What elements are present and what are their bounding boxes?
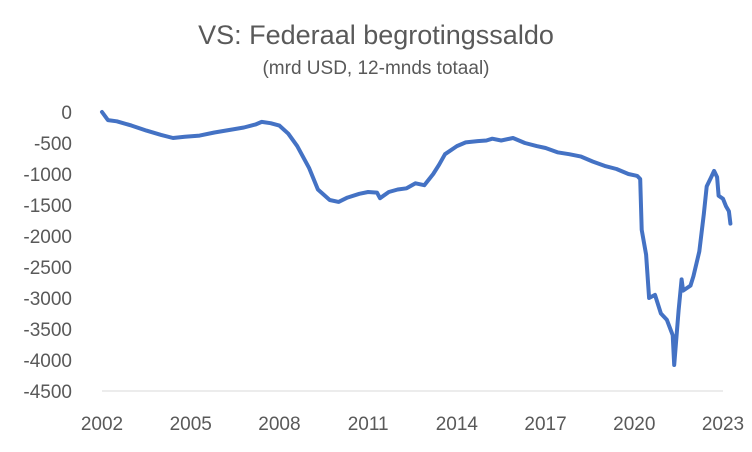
series-line [100,110,733,367]
x-tick-label: 2008 [258,414,300,435]
x-tick-label: 2020 [613,414,655,435]
y-tick-label: 0 [61,103,72,124]
y-tick-label: -4000 [23,351,72,372]
x-tick-label: 2017 [524,414,566,435]
y-tick-label: -2500 [23,258,72,279]
x-tick-label: 2002 [81,414,123,435]
x-tick-label: 2011 [348,414,389,435]
y-tick-label: -3000 [23,289,72,310]
chart-subtitle: (mrd USD, 12-mnds totaal) [262,58,490,79]
x-tick-label: 2023 [702,414,744,435]
chart-title: VS: Federaal begrotingssaldo [198,20,554,50]
y-tick-label: -3500 [23,320,72,341]
y-tick-label: -1500 [23,196,72,217]
y-tick-label: -500 [34,134,72,155]
y-tick-label: -2000 [23,227,72,248]
y-tick-label: -4500 [23,382,72,403]
y-tick-label: -1000 [23,165,72,186]
x-tick-label: 2005 [170,414,212,435]
x-tick-label: 2014 [436,414,479,435]
